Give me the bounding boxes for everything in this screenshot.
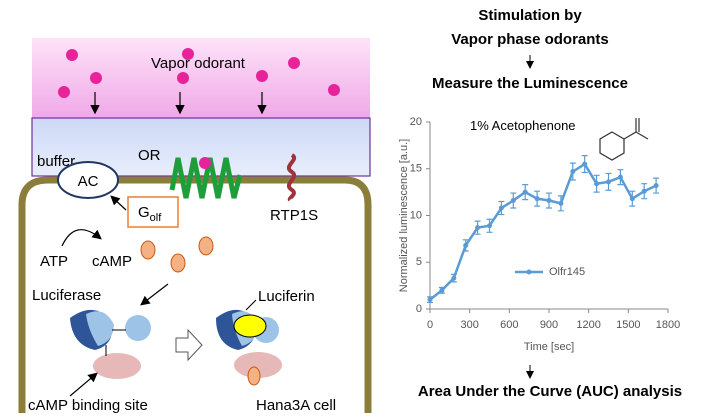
point (630, 196, 635, 201)
golf-sub: olf (150, 212, 163, 224)
point (582, 162, 587, 167)
annotation: 1% Acetophenone (470, 118, 576, 133)
y-tick-label: 10 (410, 209, 422, 221)
bound-odorant (199, 157, 211, 169)
point (570, 169, 575, 174)
point (654, 183, 659, 188)
x-axis-label: Time [sec] (524, 341, 574, 353)
vapor-zone (32, 38, 370, 118)
x-tick-label: 900 (540, 319, 558, 331)
point (463, 243, 468, 248)
point (618, 175, 623, 180)
or-label: OR (138, 147, 161, 164)
point (523, 190, 528, 195)
point (606, 179, 611, 184)
cell-label: Hana3A cell (256, 397, 336, 413)
flow-step: Stimulation by (478, 7, 582, 24)
diagram: Vapor odorant buffer OR RTP1S AC Golf AT… (22, 38, 370, 413)
point (535, 196, 540, 201)
x-tick-label: 300 (460, 319, 478, 331)
y-tick-label: 20 (410, 116, 422, 128)
y-tick-label: 0 (416, 303, 422, 315)
y-tick-label: 15 (410, 163, 422, 175)
flow-step: Area Under the Curve (AUC) analysis (418, 383, 682, 400)
x-tick-label: 1800 (656, 319, 680, 331)
binding-label: cAMP binding site (28, 397, 148, 413)
point (451, 276, 456, 281)
point (499, 206, 504, 211)
rtp-label: RTP1S (270, 207, 318, 224)
chart: 0 5 10 15 20 0 300 600 900 1200 1500 1800 Time [sec]… (398, 116, 680, 353)
point (428, 297, 433, 302)
point (547, 198, 552, 203)
legend-marker (527, 270, 532, 275)
flow-step: Measure the Luminescence (432, 75, 628, 92)
point (558, 201, 563, 206)
luciferin-label: Luciferin (258, 288, 315, 305)
y-tick-label: 5 (416, 256, 422, 268)
x-tick-label: 0 (427, 319, 433, 331)
point (642, 189, 647, 194)
vapor-label: Vapor odorant (151, 55, 246, 72)
ac-label: AC (78, 173, 99, 190)
camp-label: cAMP (92, 253, 132, 270)
point (594, 181, 599, 186)
flow-step: Vapor phase odorants (451, 31, 609, 48)
figure: Vapor odorant buffer OR RTP1S AC Golf AT… (0, 0, 710, 413)
point (487, 223, 492, 228)
atp-label: ATP (40, 253, 68, 270)
y-axis-label: Normalized luminescence [a.u.] (398, 139, 410, 292)
x-tick-label: 600 (500, 319, 518, 331)
x-tick-label: 1200 (576, 319, 600, 331)
acetophenone-structure (600, 118, 648, 160)
legend-label: Olfr145 (549, 266, 585, 278)
point (475, 225, 480, 230)
point (511, 198, 516, 203)
golf-main: G (138, 204, 150, 221)
x-tick-label: 1500 (616, 319, 640, 331)
luciferase-label: Luciferase (32, 287, 101, 304)
point (439, 288, 444, 293)
